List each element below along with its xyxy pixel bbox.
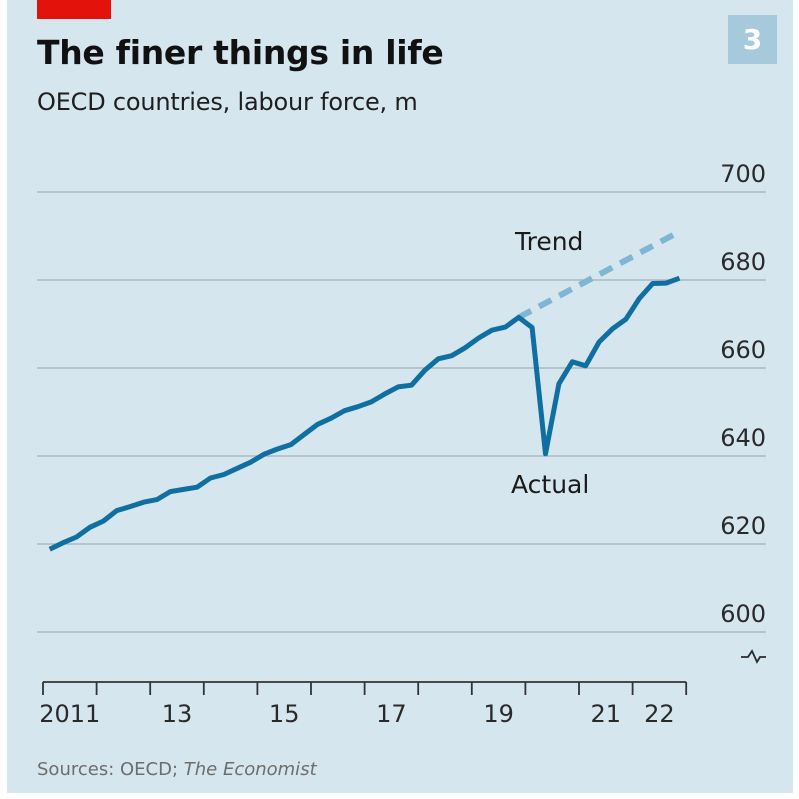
- chart-number-badge: 3: [728, 15, 777, 64]
- y-tick-label: 620: [720, 512, 766, 540]
- axis-break-icon: [741, 649, 766, 664]
- y-tick-label: 680: [720, 248, 766, 276]
- y-tick-label: 640: [720, 424, 766, 452]
- annotations: Trend Actual: [511, 227, 589, 499]
- x-tick-label: 17: [376, 700, 407, 728]
- x-tick-label: 22: [644, 700, 675, 728]
- chart-title: The finer things in life: [37, 33, 444, 72]
- brand-red-tab: [37, 0, 111, 19]
- x-axis: 2011 13 15 17 19 21 22: [39, 681, 688, 728]
- y-tick-label: 700: [720, 160, 766, 188]
- source-publisher: The Economist: [183, 759, 317, 780]
- annotation-trend: Trend: [514, 227, 583, 256]
- series-actual-line: [48, 275, 681, 552]
- annotation-actual: Actual: [511, 470, 589, 499]
- chart-panel: [7, 0, 793, 793]
- source-prefix: Sources: OECD;: [37, 759, 184, 780]
- gridlines: [37, 191, 766, 633]
- series-trend-line: [517, 228, 681, 321]
- y-tick-label: 600: [720, 600, 766, 628]
- source-note: Sources: OECD; The Economist: [37, 759, 317, 780]
- x-tick-label: 2011: [39, 700, 100, 728]
- x-tick-label: 15: [269, 700, 300, 728]
- x-tick-label: 13: [162, 700, 193, 728]
- x-tick-label: 19: [483, 700, 514, 728]
- axis-break-mark: [741, 649, 766, 664]
- y-tick-labels: 700 680 660 640 620 600: [720, 160, 766, 628]
- y-tick-label: 660: [720, 336, 766, 364]
- chart-subtitle: OECD countries, labour force, m: [37, 88, 418, 116]
- x-tick-label: 21: [591, 700, 622, 728]
- series-lines: [48, 228, 681, 552]
